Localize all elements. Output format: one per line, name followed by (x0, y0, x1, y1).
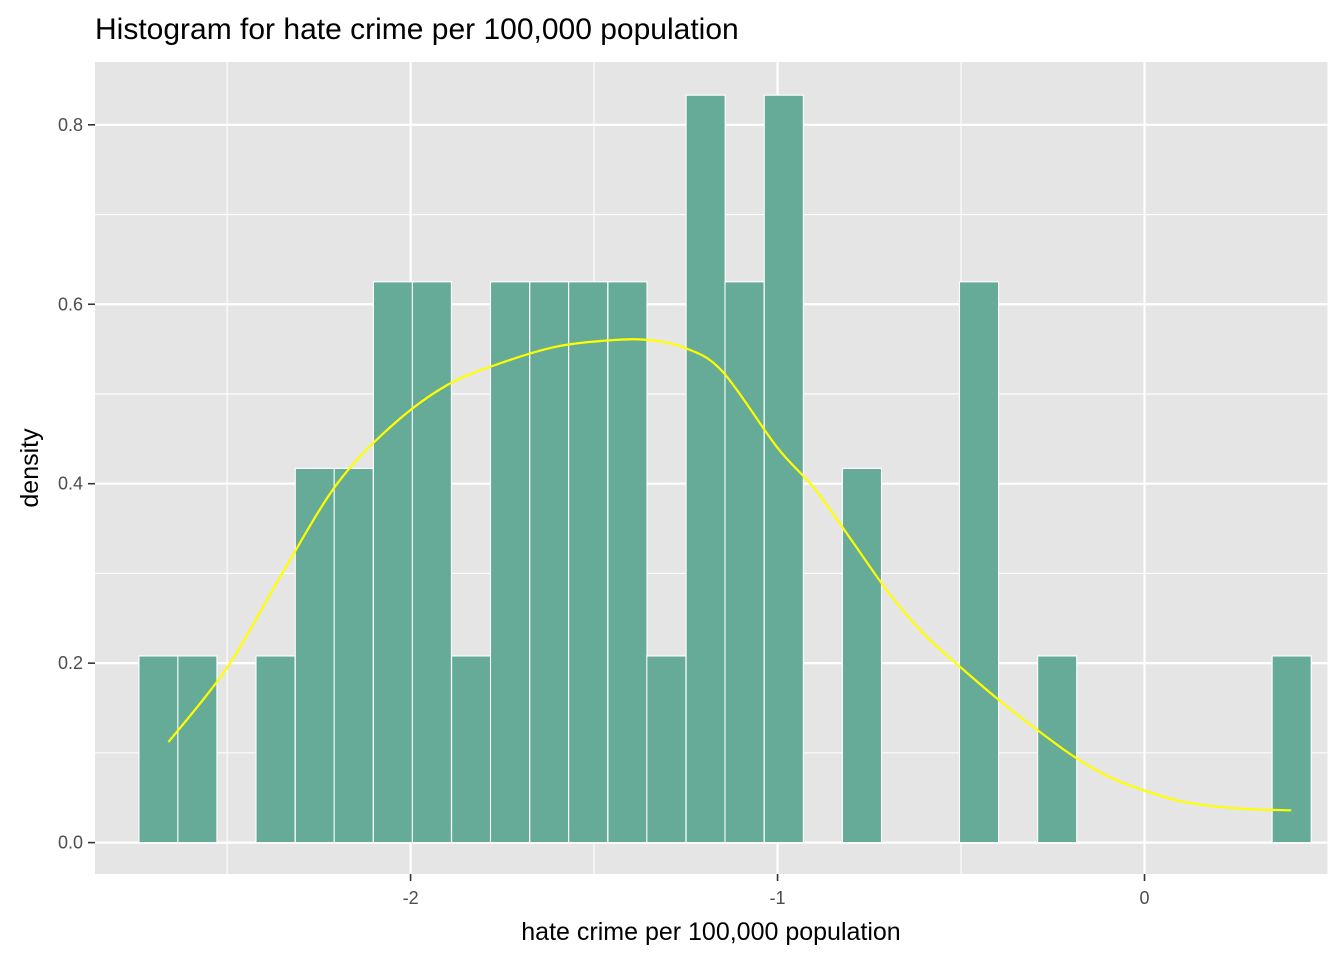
y-axis-title: density (16, 428, 44, 508)
chart-title: Histogram for hate crime per 100,000 pop… (95, 13, 739, 46)
histogram-bar (1271, 655, 1312, 844)
y-axis-ticks: 0.0 0.2 0.4 0.6 0.8 (58, 115, 95, 853)
y-tick-label: 0.2 (58, 653, 83, 673)
x-axis-title: hate crime per 100,000 population (521, 918, 900, 946)
x-tick-label: -1 (770, 888, 786, 908)
histogram-bar (724, 281, 765, 844)
x-tick-label: -2 (403, 888, 419, 908)
x-tick-label: 0 (1140, 888, 1150, 908)
y-tick-label: 0.6 (58, 294, 83, 314)
histogram-bar (841, 467, 883, 844)
histogram-bar (333, 467, 374, 844)
histogram-bars (138, 94, 1312, 844)
y-tick-label: 0.4 (58, 474, 83, 494)
y-tick-label: 0.8 (58, 115, 83, 135)
histogram-bar (646, 655, 687, 844)
histogram-bar (1037, 655, 1078, 844)
histogram-bar (607, 281, 648, 844)
histogram-bar (138, 655, 179, 844)
histogram-bar (451, 655, 492, 844)
y-tick-label: 0.0 (58, 833, 83, 853)
histogram-bar (568, 281, 609, 844)
histogram-bar (294, 467, 335, 844)
density-curve (167, 338, 1292, 812)
histogram-bar (958, 281, 1000, 844)
histogram-bar (685, 94, 726, 844)
histogram-bar (372, 281, 414, 844)
histogram-bar (255, 655, 296, 844)
histogram-bar (411, 281, 452, 844)
histogram-bar (489, 281, 531, 844)
histogram-bar (177, 655, 218, 844)
x-axis-ticks: -2 -1 0 (403, 874, 1150, 908)
histogram-bar (529, 281, 570, 844)
